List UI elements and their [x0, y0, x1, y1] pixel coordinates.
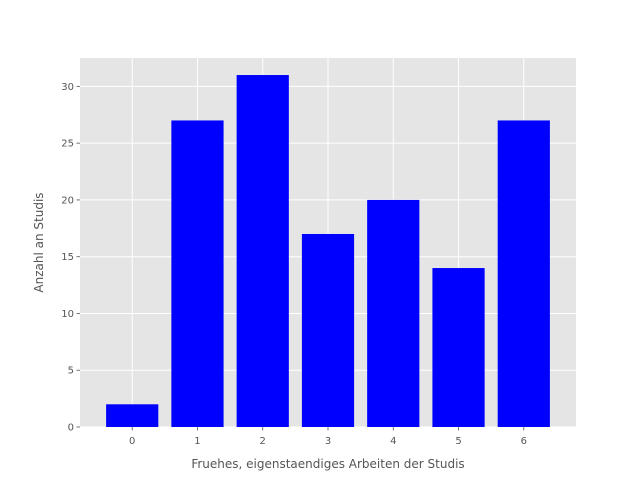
bar-6	[497, 120, 550, 427]
bar-3	[301, 233, 355, 427]
y-tick-label: 30	[61, 82, 74, 93]
bar-0	[106, 404, 159, 427]
y-axis-ticks: 0 5 10 15 20 25 30	[61, 82, 80, 434]
bar-4	[367, 199, 420, 427]
x-axis-label: Fruehes, eigenstaendiges Arbeiten der St…	[191, 457, 464, 471]
bar-5	[432, 268, 485, 427]
x-axis-ticks: 0 1 2 3 4 5 6	[129, 427, 527, 447]
x-tick-label: 3	[325, 436, 331, 447]
bars	[106, 75, 550, 428]
y-tick-label: 5	[68, 366, 74, 377]
y-tick-label: 15	[61, 252, 74, 263]
y-tick-label: 0	[68, 423, 74, 434]
x-tick-label: 1	[194, 436, 200, 447]
x-tick-label: 5	[455, 436, 461, 447]
x-tick-label: 0	[129, 436, 135, 447]
y-axis-label: Anzahl an Studis	[32, 192, 46, 292]
y-tick-label: 25	[61, 139, 74, 150]
x-tick-label: 6	[521, 436, 527, 447]
x-tick-label: 4	[390, 436, 396, 447]
y-tick-label: 10	[61, 309, 74, 320]
x-tick-label: 2	[260, 436, 266, 447]
bar-2	[236, 75, 289, 428]
y-tick-label: 20	[61, 195, 74, 206]
bar-1	[171, 120, 224, 427]
